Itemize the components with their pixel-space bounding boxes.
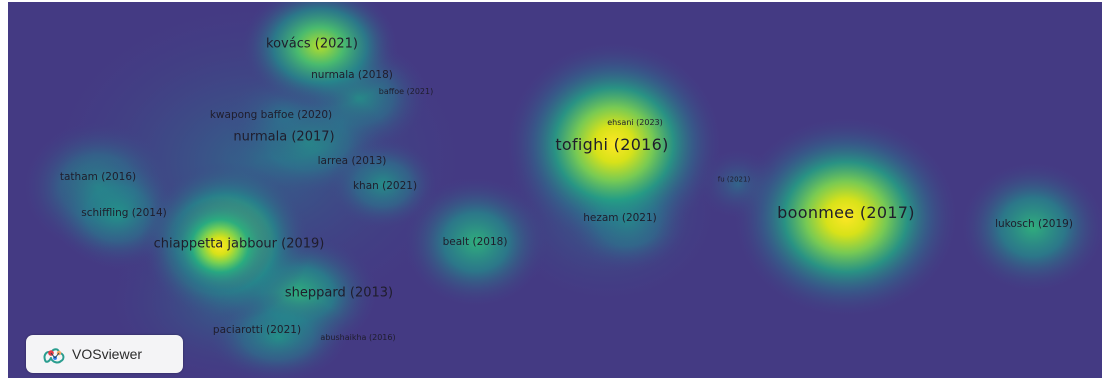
- node-label[interactable]: hezam (2021): [583, 211, 657, 224]
- node-label[interactable]: kwapong baffoe (2020): [209, 108, 333, 121]
- node-label[interactable]: schiffling (2014): [81, 206, 167, 219]
- vosviewer-logo-icon: [43, 348, 65, 364]
- vosviewer-badge[interactable]: VOSviewer: [26, 335, 183, 373]
- node-label[interactable]: abushaikha (2016): [320, 333, 396, 342]
- node-label[interactable]: ehsani (2023): [607, 118, 663, 127]
- node-label[interactable]: larrea (2013): [317, 154, 387, 167]
- node-label[interactable]: khan (2021): [352, 179, 418, 192]
- density-map[interactable]: kovács (2021) nurmala (2018) baffoe (202…: [8, 2, 1102, 378]
- node-label[interactable]: lukosch (2019): [995, 217, 1073, 230]
- node-label[interactable]: kovács (2021): [266, 36, 358, 52]
- vosviewer-brand-label: VOSviewer: [72, 346, 143, 362]
- node-label[interactable]: paciarotti (2021): [212, 323, 302, 336]
- node-label[interactable]: bealt (2018): [442, 235, 508, 248]
- node-label[interactable]: tofighi (2016): [555, 135, 669, 154]
- node-label[interactable]: chiappetta jabbour (2019): [153, 236, 325, 252]
- node-label[interactable]: tatham (2016): [59, 170, 137, 183]
- density-layer: [23, 2, 1102, 378]
- node-label[interactable]: boonmee (2017): [777, 203, 915, 222]
- node-label[interactable]: fu (2021): [717, 175, 751, 184]
- node-label[interactable]: nurmala (2018): [311, 68, 393, 81]
- node-label[interactable]: baffoe (2021): [378, 87, 434, 96]
- node-label[interactable]: sheppard (2013): [284, 285, 394, 301]
- node-label[interactable]: nurmala (2017): [233, 129, 335, 145]
